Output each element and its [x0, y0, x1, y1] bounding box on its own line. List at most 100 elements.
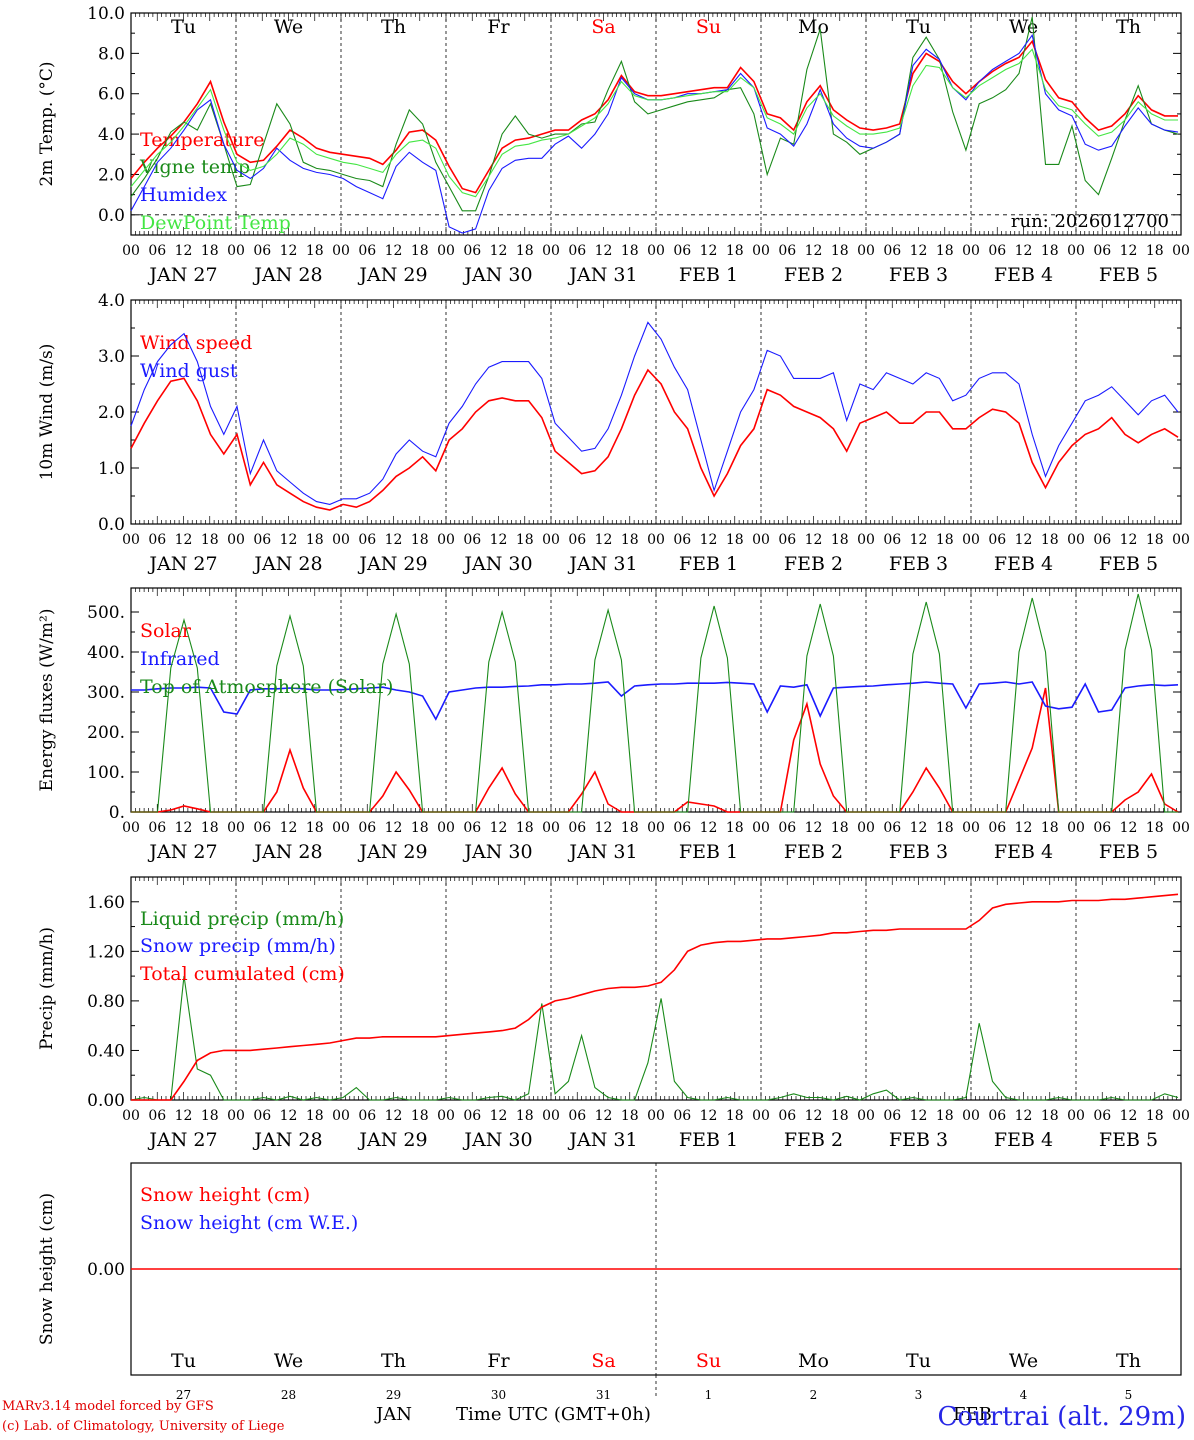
- x-hour-label: 00: [437, 820, 455, 836]
- x-hour-label: 06: [253, 243, 271, 259]
- x-date-label: JAN 28: [252, 841, 322, 863]
- legend-wind-speed: Wind speed: [140, 332, 252, 354]
- x-hour-label: 06: [988, 243, 1006, 259]
- day-number-label: 1: [705, 1388, 713, 1402]
- x-hour-label: 00: [1172, 1108, 1190, 1124]
- x-hour-label: 12: [175, 532, 193, 548]
- y-tick-label: 0.40: [87, 1041, 125, 1061]
- series-line-dewpoint-temp: [130, 48, 1178, 198]
- weekday-label: Th: [381, 1350, 406, 1372]
- x-date-label: JAN 29: [357, 1129, 427, 1151]
- x-hour-label: 00: [332, 1108, 350, 1124]
- x-hour-label: 00: [752, 820, 770, 836]
- x-hour-label: 12: [175, 243, 193, 259]
- x-date-label: JAN 31: [567, 553, 637, 575]
- weekday-label: Su: [696, 16, 721, 38]
- month-label-jan: JAN: [376, 1404, 412, 1425]
- weekday-label: Th: [1116, 1350, 1141, 1372]
- x-date-label: JAN 29: [357, 841, 427, 863]
- y-tick-label: 0.0: [98, 206, 125, 226]
- x-date-label: FEB 3: [889, 264, 948, 286]
- x-hour-label: 12: [1120, 243, 1138, 259]
- x-hour-label: 18: [831, 820, 849, 836]
- x-hour-label: 12: [595, 1108, 613, 1124]
- x-hour-label: 00: [542, 820, 560, 836]
- weekday-label: Th: [1116, 16, 1141, 38]
- x-hour-label: 12: [1015, 532, 1033, 548]
- weekday-label: Fr: [487, 16, 510, 38]
- x-date-label: FEB 3: [889, 553, 948, 575]
- x-hour-label: 12: [490, 243, 508, 259]
- x-hour-label: 06: [253, 820, 271, 836]
- x-date-label: JAN 31: [567, 1129, 637, 1151]
- x-hour-label: 18: [726, 1108, 744, 1124]
- x-date-label: JAN 27: [147, 1129, 217, 1151]
- x-date-label: FEB 4: [994, 1129, 1053, 1151]
- y-tick-label: 500.: [87, 603, 125, 623]
- x-hour-label: 06: [883, 820, 901, 836]
- weekday-label: Tu: [171, 16, 196, 38]
- x-hour-label: 06: [778, 532, 796, 548]
- x-date-label: FEB 5: [1099, 264, 1158, 286]
- series-line-wind-speed: [130, 368, 1179, 511]
- x-hour-label: 00: [227, 820, 245, 836]
- x-date-label: JAN 29: [357, 553, 427, 575]
- x-hour-label: 00: [437, 532, 455, 548]
- x-hour-label: 12: [1015, 243, 1033, 259]
- day-number-label: 27: [176, 1388, 191, 1402]
- x-hour-label: 06: [883, 1108, 901, 1124]
- weekday-label: Sa: [591, 16, 615, 38]
- x-hour-label: 18: [201, 1108, 219, 1124]
- legend-snow-height-cm-: Snow height (cm): [140, 1184, 310, 1206]
- x-hour-label: 12: [595, 532, 613, 548]
- day-number-label: 31: [596, 1388, 611, 1402]
- x-hour-label: 06: [148, 820, 166, 836]
- day-number-label: 30: [491, 1388, 506, 1402]
- x-hour-label: 00: [227, 532, 245, 548]
- y-tick-label: 3.0: [98, 347, 125, 367]
- x-hour-label: 06: [463, 820, 481, 836]
- x-date-label: JAN 28: [252, 1129, 322, 1151]
- x-hour-label: 18: [201, 243, 219, 259]
- x-hour-label: 18: [1146, 243, 1164, 259]
- x-hour-label: 00: [332, 243, 350, 259]
- x-date-label: JAN 30: [462, 264, 532, 286]
- y-tick-label: 8.0: [98, 44, 125, 64]
- weekday-label: We: [274, 16, 303, 38]
- x-hour-label: 06: [463, 243, 481, 259]
- x-hour-label: 06: [1093, 1108, 1111, 1124]
- x-hour-label: 00: [1067, 243, 1085, 259]
- x-hour-label: 12: [1015, 1108, 1033, 1124]
- x-hour-label: 18: [621, 1108, 639, 1124]
- panel-frame-wind: [130, 299, 1182, 525]
- day-number-label: 4: [1020, 1388, 1028, 1402]
- x-hour-label: 06: [463, 1108, 481, 1124]
- y-tick-label: 6.0: [98, 85, 125, 105]
- y-tick-label: 0.80: [87, 992, 125, 1012]
- x-hour-label: 00: [1067, 1108, 1085, 1124]
- x-date-label: FEB 1: [679, 841, 738, 863]
- x-hour-label: 00: [1172, 532, 1190, 548]
- x-hour-label: 18: [516, 532, 534, 548]
- x-hour-label: 06: [883, 243, 901, 259]
- x-hour-label: 12: [805, 532, 823, 548]
- x-hour-label: 18: [306, 243, 324, 259]
- x-hour-label: 06: [253, 1108, 271, 1124]
- x-hour-label: 18: [1146, 1108, 1164, 1124]
- x-hour-label: 18: [936, 820, 954, 836]
- x-date-label: FEB 1: [679, 1129, 738, 1151]
- weekday-label: Su: [696, 1350, 721, 1372]
- x-hour-label: 12: [280, 1108, 298, 1124]
- x-date-label: JAN 27: [147, 264, 217, 286]
- x-hour-label: 18: [831, 532, 849, 548]
- x-hour-label: 18: [411, 820, 429, 836]
- x-date-label: FEB 4: [994, 841, 1053, 863]
- x-hour-label: 12: [700, 532, 718, 548]
- x-hour-label: 00: [962, 243, 980, 259]
- x-hour-label: 12: [385, 532, 403, 548]
- x-hour-label: 06: [673, 1108, 691, 1124]
- x-hour-label: 00: [857, 1108, 875, 1124]
- x-hour-label: 06: [568, 532, 586, 548]
- y-tick-label: 200.: [87, 723, 125, 743]
- day-number-label: 28: [281, 1388, 296, 1402]
